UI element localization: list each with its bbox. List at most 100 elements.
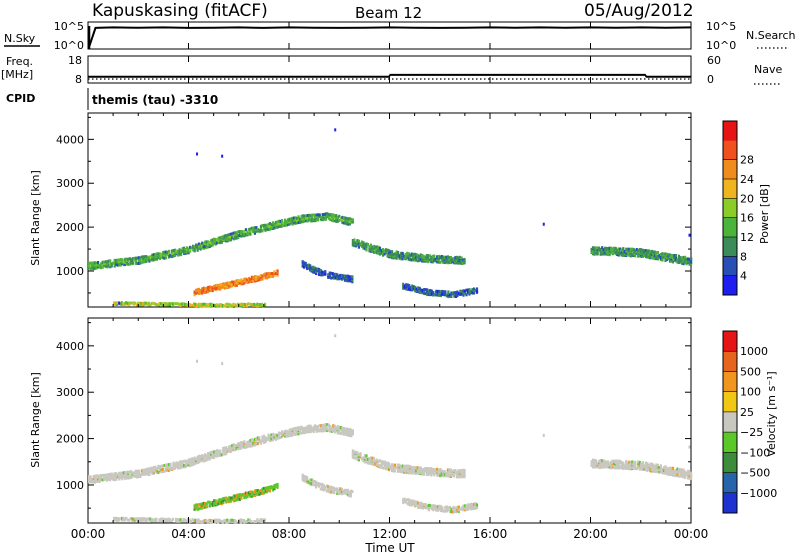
range-cell <box>430 473 433 477</box>
range-cell <box>414 503 417 507</box>
range-cell <box>308 424 311 428</box>
range-cell <box>667 470 670 474</box>
range-cell <box>394 256 397 260</box>
range-cell <box>250 441 253 445</box>
range-cell <box>644 463 647 467</box>
range-cell <box>137 256 140 260</box>
range-cell <box>652 463 655 467</box>
range-cell <box>196 503 199 507</box>
range-cell <box>235 279 238 283</box>
range-cell <box>172 463 175 467</box>
range-cell <box>404 471 407 475</box>
range-cell <box>372 460 376 464</box>
range-cell <box>611 249 614 253</box>
range-cell <box>201 458 204 462</box>
range-cell <box>439 260 442 264</box>
range-cell <box>161 252 165 256</box>
range-cell <box>647 464 650 467</box>
range-cell <box>409 499 412 503</box>
range-cell <box>208 285 211 289</box>
range-cell <box>290 217 293 221</box>
range-cell <box>235 495 238 499</box>
range-cell <box>229 232 232 236</box>
range-cell <box>243 234 246 238</box>
range-cell <box>308 429 311 433</box>
range-cell <box>124 474 127 478</box>
range-cell <box>436 472 439 476</box>
range-cell <box>164 253 168 257</box>
range-cell <box>130 474 133 478</box>
range-cell <box>296 426 299 430</box>
range-cell <box>247 232 250 236</box>
range-cell <box>173 465 177 469</box>
range-cell <box>599 465 602 469</box>
range-cell <box>362 245 365 249</box>
range-cell <box>428 467 431 471</box>
range-cell <box>336 219 339 223</box>
colorbar-tick-label: 28 <box>740 154 754 167</box>
outlier-cell <box>221 154 224 158</box>
range-cell <box>326 213 329 217</box>
range-cell <box>593 252 596 256</box>
range-cell <box>412 499 415 503</box>
range-cell <box>433 504 436 508</box>
range-cell <box>157 252 160 256</box>
range-cell <box>350 220 353 224</box>
range-cell <box>147 517 150 521</box>
range-cell <box>131 261 134 265</box>
range-cell <box>371 456 374 460</box>
range-cell <box>196 520 199 524</box>
range-cell <box>427 293 430 296</box>
range-cell <box>333 489 336 493</box>
range-cell <box>198 290 201 294</box>
range-cell <box>261 489 264 493</box>
range-cell <box>356 457 359 461</box>
range-cell <box>622 249 625 252</box>
range-cell <box>188 520 191 524</box>
range-cell <box>208 451 211 455</box>
range-cell <box>459 289 462 293</box>
range-cell <box>620 253 623 257</box>
range-cell <box>220 283 223 286</box>
range-cell <box>247 227 250 231</box>
range-cell <box>465 288 468 292</box>
range-cell <box>622 461 625 465</box>
range-cell <box>207 290 210 294</box>
range-cell <box>159 517 163 521</box>
range-cell <box>461 474 465 477</box>
range-cell <box>130 472 133 476</box>
range-cell <box>199 247 202 251</box>
range-cell <box>121 258 124 262</box>
range-cell <box>475 287 479 291</box>
range-cell <box>342 491 345 495</box>
range-cell <box>623 464 626 468</box>
range-cell <box>309 264 312 268</box>
range-cell <box>253 437 256 441</box>
range-cell <box>404 257 407 261</box>
range-cell <box>391 256 394 260</box>
range-cell <box>193 245 196 249</box>
range-cell <box>250 228 253 232</box>
range-cell <box>374 459 377 463</box>
range-cell <box>284 429 287 433</box>
range-cell <box>592 246 595 250</box>
range-cell <box>258 278 261 282</box>
range-cell <box>680 261 684 265</box>
range-cell <box>306 425 309 429</box>
range-cell <box>593 246 596 250</box>
range-cell <box>229 447 232 451</box>
range-cell <box>424 292 427 296</box>
range-cell <box>631 460 634 464</box>
range-cell <box>650 462 653 466</box>
range-cell <box>330 276 333 280</box>
range-cell <box>448 505 451 509</box>
range-cell <box>137 517 140 521</box>
range-cell <box>261 487 264 491</box>
range-cell <box>287 430 290 434</box>
range-cell <box>365 454 368 458</box>
range-cell <box>456 290 459 294</box>
range-cell <box>659 466 662 469</box>
range-cell <box>383 465 386 469</box>
range-cell <box>264 440 267 444</box>
range-cell <box>419 470 422 474</box>
